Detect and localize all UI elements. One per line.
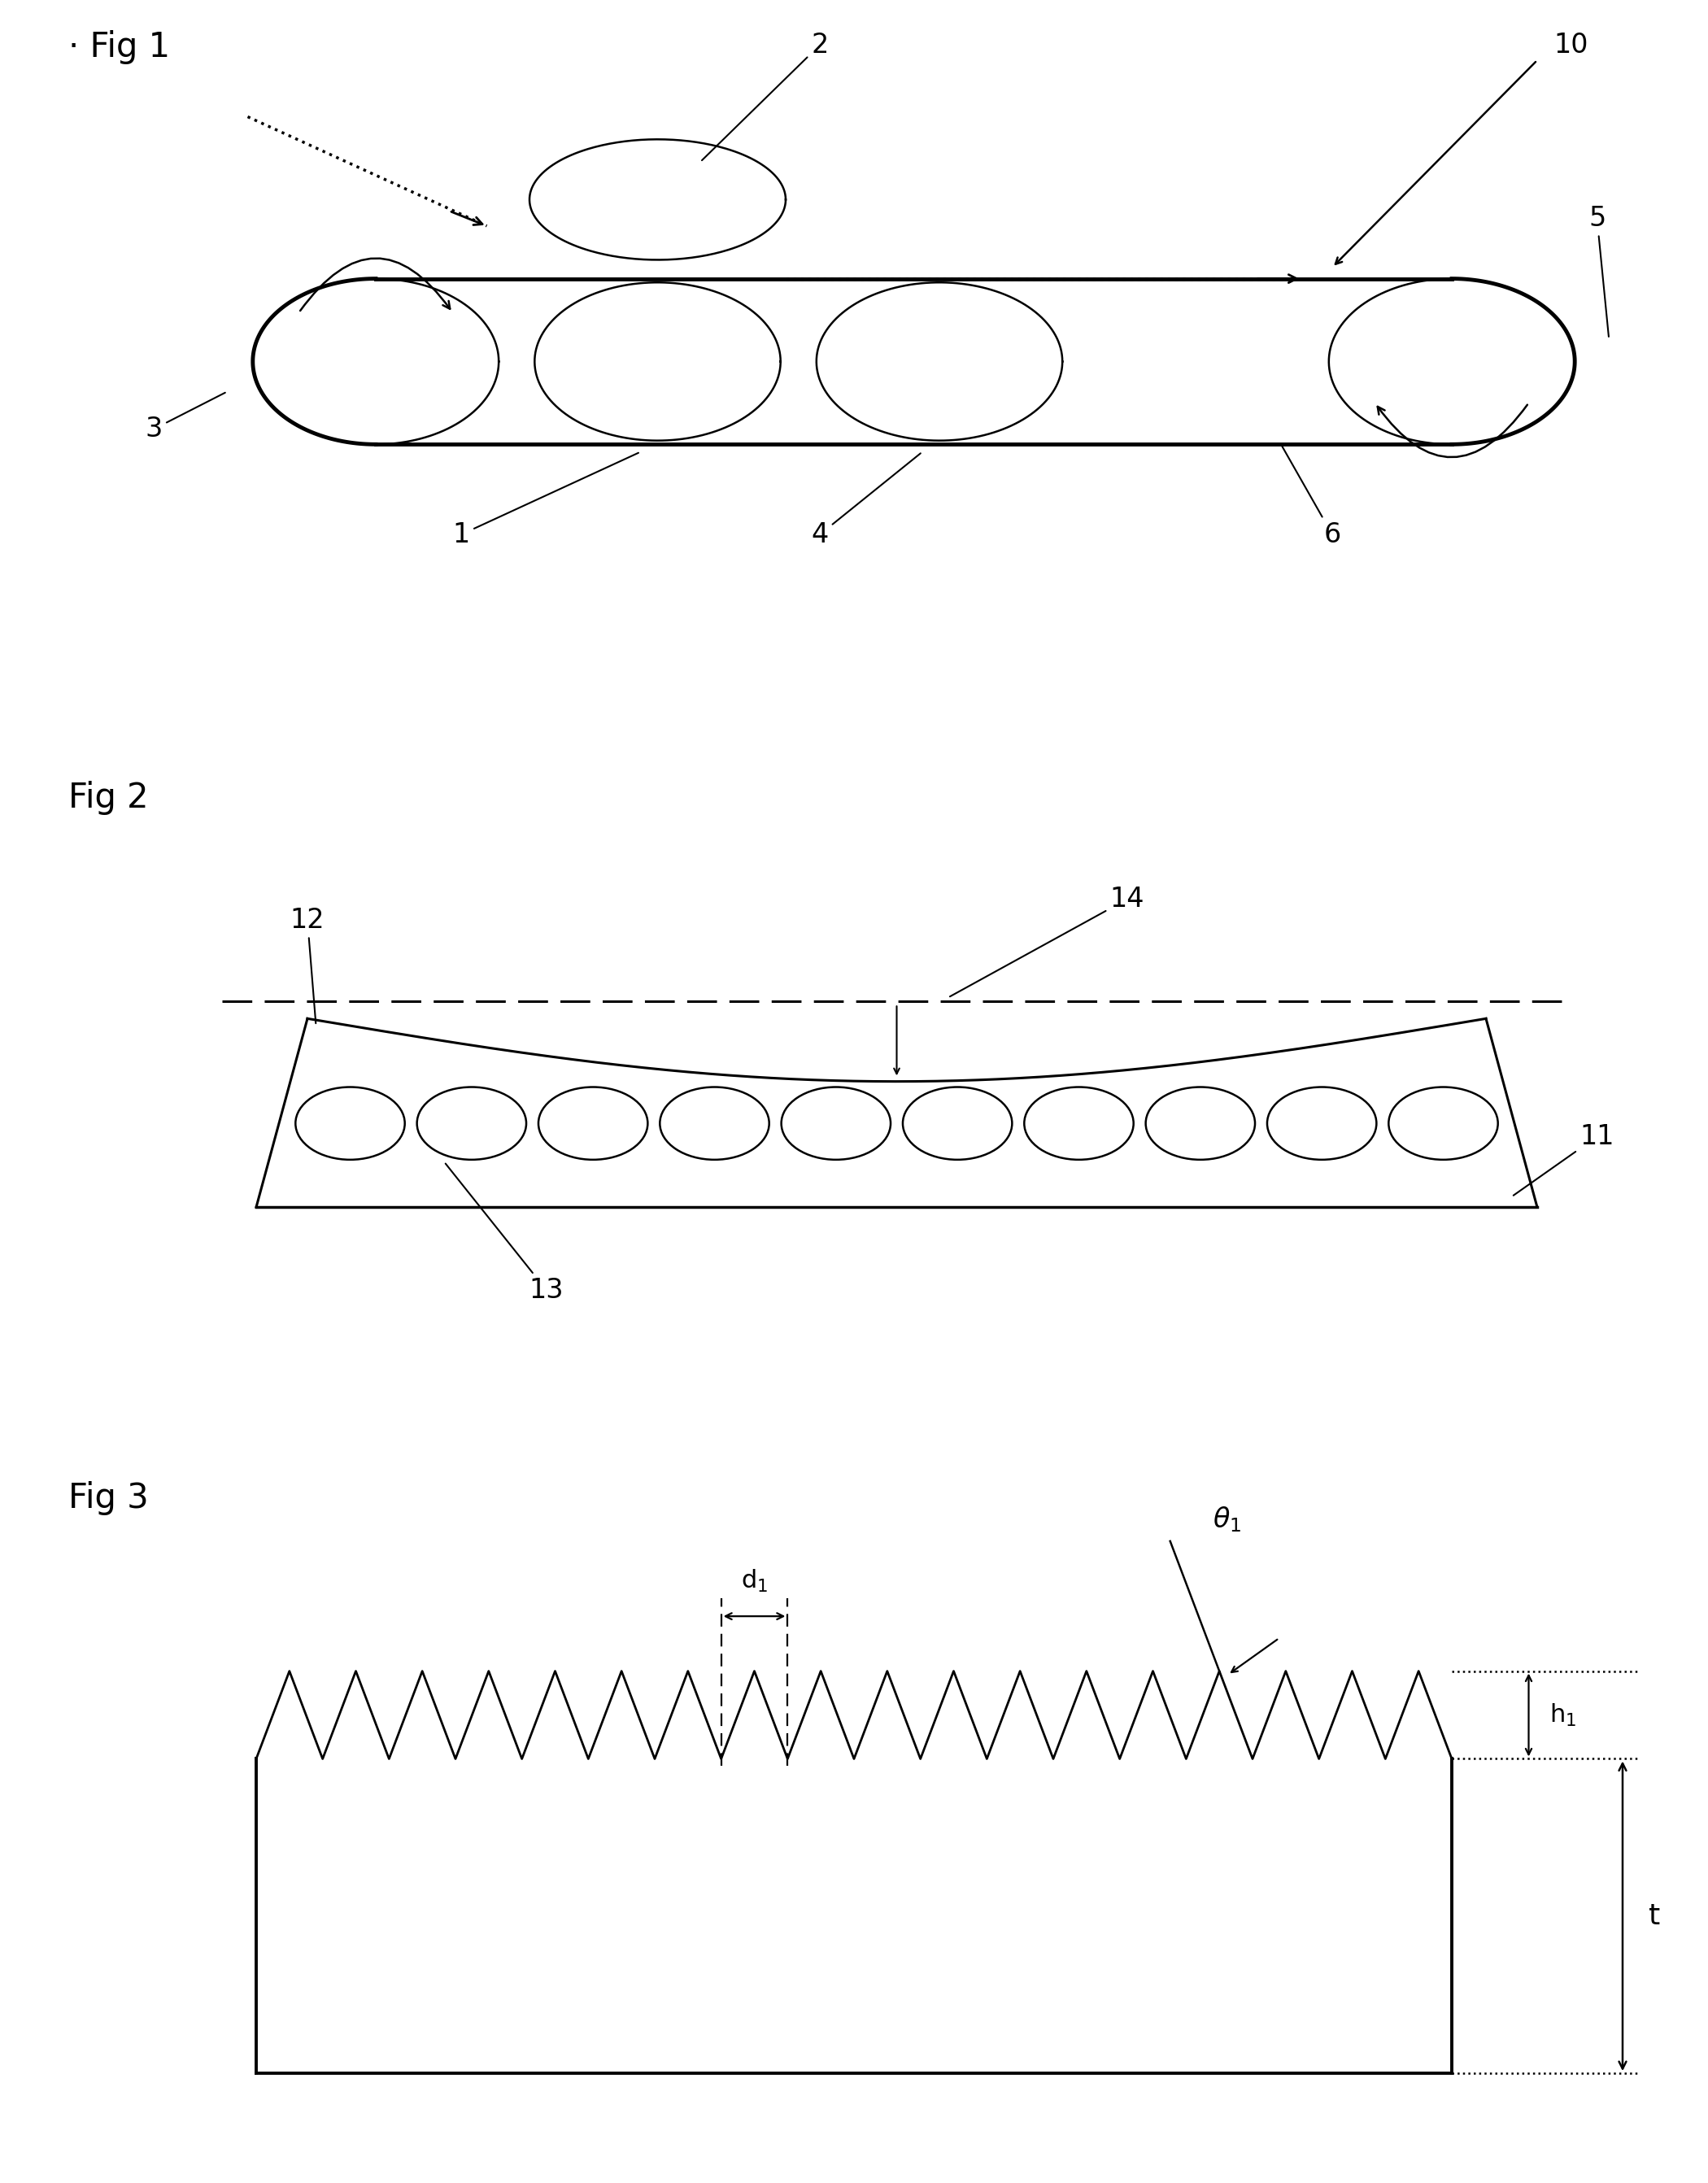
Text: Fig 2: Fig 2 [68, 782, 149, 814]
Text: 13: 13 [446, 1164, 564, 1303]
Text: 11: 11 [1513, 1124, 1614, 1196]
Text: 6: 6 [1283, 445, 1341, 548]
Text: 14: 14 [950, 886, 1144, 998]
Text: $\theta_1$: $\theta_1$ [1213, 1504, 1242, 1535]
Text: 2: 2 [702, 31, 828, 159]
Text: d$_1$: d$_1$ [741, 1567, 769, 1594]
Text: 5: 5 [1588, 205, 1609, 336]
Text: 4: 4 [811, 454, 921, 548]
Text: 10: 10 [1554, 33, 1588, 59]
Text: Fig 3: Fig 3 [68, 1480, 149, 1515]
Text: h$_1$: h$_1$ [1549, 1703, 1576, 1729]
Text: · Fig 1: · Fig 1 [68, 31, 171, 63]
Text: 1: 1 [453, 452, 639, 548]
Text: 3: 3 [145, 393, 225, 443]
Text: t: t [1648, 1901, 1660, 1930]
Text: 12: 12 [290, 906, 325, 1024]
